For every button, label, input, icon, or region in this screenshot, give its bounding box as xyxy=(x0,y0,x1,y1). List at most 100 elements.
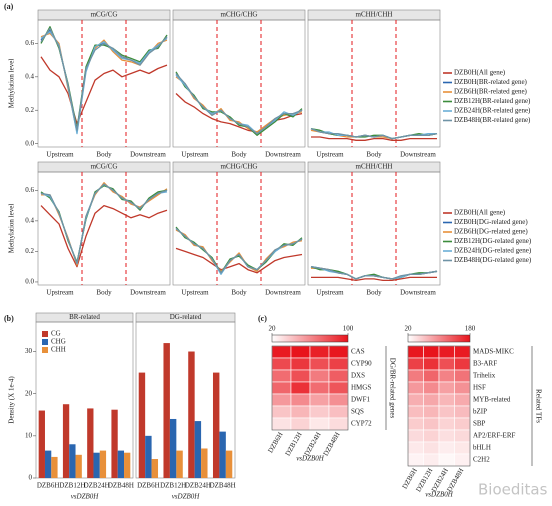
y-axis-label: Methylation level xyxy=(8,204,16,254)
heatmap-cell xyxy=(423,453,440,467)
heatmap-cell xyxy=(271,405,292,419)
heatmap-cell xyxy=(309,357,330,371)
row-label: AP2/ERF-ERF xyxy=(473,432,516,440)
bar xyxy=(69,444,76,478)
heatmap-cell xyxy=(290,369,311,383)
panel-label: (b) xyxy=(4,314,14,323)
y-tick-label: 20 xyxy=(25,389,33,397)
x-tick-label: DZB12H xyxy=(160,482,186,490)
x-region-label: Downstream xyxy=(265,289,301,297)
heatmap-cell xyxy=(309,345,330,359)
heatmap-cell xyxy=(290,393,311,407)
colorbar xyxy=(271,334,349,343)
heatmap-cell xyxy=(407,345,424,359)
heatmap-cell xyxy=(454,417,471,431)
bar xyxy=(151,459,159,478)
x-region-label: Downstream xyxy=(130,151,166,159)
watermark: Bioeditas xyxy=(478,481,548,499)
panel-label: (c) xyxy=(258,314,267,323)
heatmap-cell xyxy=(309,369,330,383)
heatmap-frame xyxy=(407,345,471,467)
x-axis-label: vsDZB0H xyxy=(425,491,454,499)
x-region-label: Body xyxy=(231,289,247,297)
heatmap-cell xyxy=(407,441,424,455)
legend-label: DZB6H(DG-related gene) xyxy=(454,228,528,236)
plot-frame xyxy=(135,321,236,479)
series-line xyxy=(310,266,438,280)
heatmap-cell xyxy=(454,429,471,443)
heatmap-cell xyxy=(438,429,455,443)
heatmap-cell xyxy=(271,381,292,395)
column-label: DZB48H xyxy=(322,431,342,458)
series-line xyxy=(175,93,303,133)
bar xyxy=(212,372,220,478)
y-tick-label: 0.0 xyxy=(25,139,34,147)
y-axis-label: Density (X 1e-4) xyxy=(8,376,16,424)
row-label: Trihelix xyxy=(473,372,496,380)
colorbar-tick-label: 100 xyxy=(343,325,354,333)
legend-swatch xyxy=(42,339,48,345)
row-label: CAS xyxy=(351,348,365,356)
legend-swatch xyxy=(42,331,48,337)
side-label: DG/BR-related genes xyxy=(388,358,396,419)
y-tick-label: 0.6 xyxy=(25,39,34,47)
series-line xyxy=(175,228,303,275)
row-label: bHLH xyxy=(473,444,491,452)
series-line xyxy=(175,71,303,136)
bar xyxy=(93,452,100,478)
x-region-label: Upstream xyxy=(181,289,209,297)
heatmap-cell xyxy=(438,405,455,419)
heatmap-cell xyxy=(423,357,440,371)
legend-swatch xyxy=(42,347,48,353)
x-tick-label: DZB6H xyxy=(37,482,60,490)
heatmap-cell xyxy=(454,345,471,359)
y-axis-label: Methylation level xyxy=(8,59,16,109)
series-line xyxy=(40,183,168,265)
heatmap-cell xyxy=(328,417,349,431)
series-line xyxy=(175,247,303,274)
x-tick-label: DZB48H xyxy=(210,482,236,490)
y-tick-label: 0.2 xyxy=(25,106,34,114)
heatmap-cell xyxy=(328,393,349,407)
x-tick-label: DZB24H xyxy=(84,482,110,490)
series-line xyxy=(40,27,168,131)
heatmap-cell xyxy=(271,417,292,431)
x-region-label: Upstream xyxy=(181,151,209,159)
legend-label: DZB48H(BR-related gene) xyxy=(454,116,531,124)
series-line xyxy=(311,276,437,282)
heatmap-cell xyxy=(454,441,471,455)
heatmap-cell xyxy=(438,345,455,359)
bar xyxy=(124,452,131,478)
heatmap-cell xyxy=(407,429,424,443)
heatmap-cell xyxy=(423,345,440,359)
heatmap-cell xyxy=(438,369,455,383)
bar xyxy=(62,404,70,478)
bar xyxy=(219,431,226,478)
plot-frame xyxy=(37,171,171,286)
x-region-label: Body xyxy=(96,289,112,297)
legend-label: DZB24H(BR-related gene) xyxy=(454,107,531,115)
colorbar xyxy=(407,334,471,343)
heatmap-cell xyxy=(423,369,440,383)
heatmap-cell xyxy=(328,405,349,419)
heatmap-cell xyxy=(423,429,440,443)
x-axis-label: vsDZB0H xyxy=(172,493,201,501)
series-line xyxy=(175,229,303,272)
heatmap-cell xyxy=(438,357,455,371)
heatmap-cell xyxy=(423,417,440,431)
row-label: C2H2 xyxy=(473,456,490,464)
colorbar-tick-label: 20 xyxy=(269,325,277,333)
bar xyxy=(117,450,125,478)
row-label: SQS xyxy=(351,408,364,416)
y-tick-label: 0.6 xyxy=(25,186,34,194)
colorbar-tick-label: 180 xyxy=(465,325,476,333)
heatmap-cell xyxy=(438,453,455,467)
row-label: DXS xyxy=(351,372,365,380)
series-line xyxy=(311,136,437,141)
row-label: HSF xyxy=(473,384,486,392)
heatmap-cell xyxy=(271,345,292,359)
heatmap-cell xyxy=(438,417,455,431)
heatmap-cell xyxy=(328,381,349,395)
heatmap-cell xyxy=(290,417,311,431)
y-tick-label: 10 xyxy=(25,431,33,439)
